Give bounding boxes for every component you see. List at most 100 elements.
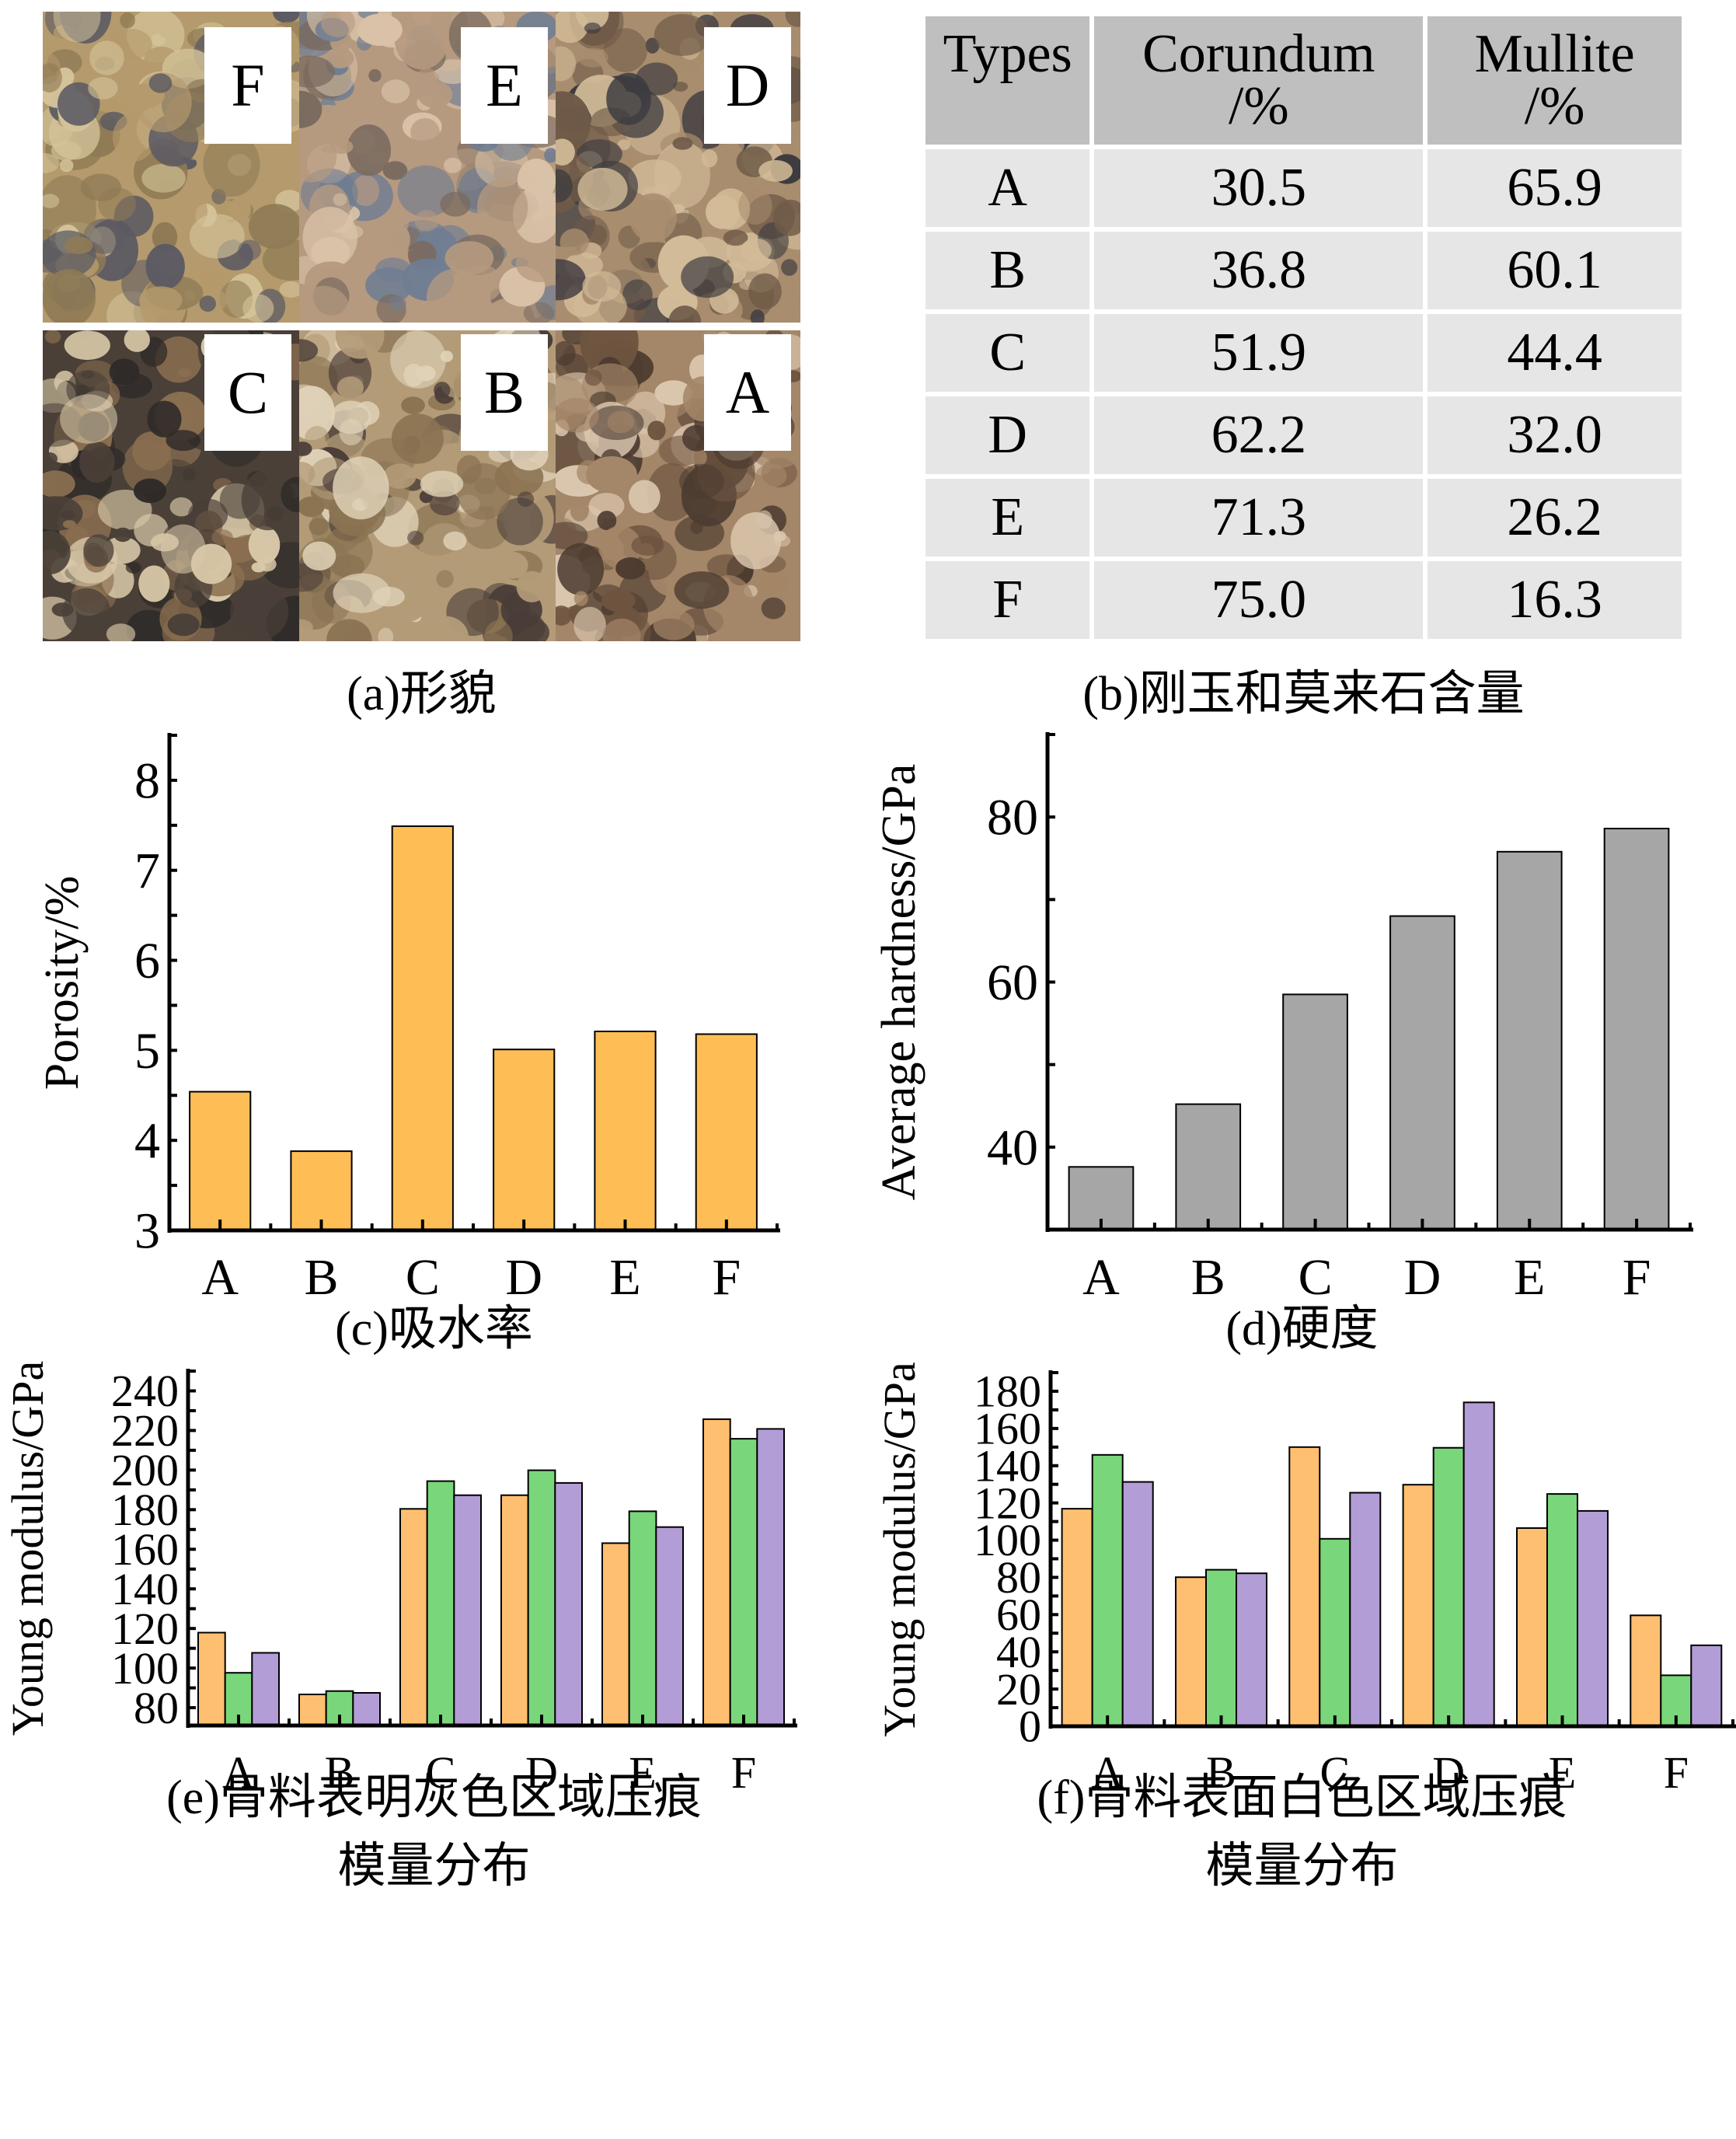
- stone: [161, 524, 206, 574]
- stone: [368, 68, 382, 82]
- bar-a: [189, 1090, 252, 1231]
- stone: [189, 214, 245, 259]
- stone: [148, 73, 173, 93]
- stone: [582, 270, 622, 302]
- stone: [654, 380, 692, 406]
- y-tick-label: 3: [134, 1202, 160, 1259]
- photo-label: F: [204, 27, 291, 144]
- stone: [188, 498, 228, 532]
- cell-corundum: 36.8: [1094, 232, 1424, 309]
- table-row: F 75.0 16.3: [926, 561, 1682, 639]
- stone: [302, 541, 336, 571]
- stone: [62, 588, 111, 637]
- y-tick-label: 8: [134, 752, 160, 809]
- stone: [169, 497, 193, 517]
- stone: [785, 12, 800, 27]
- stone: [636, 62, 678, 96]
- x-ticks: A B C D E F: [1082, 1219, 1692, 1306]
- x-tick-label: C: [426, 1747, 456, 1792]
- stone: [556, 605, 572, 626]
- stone: [211, 529, 233, 546]
- stone: [299, 339, 319, 362]
- y-tick-label: 140: [974, 1440, 1041, 1491]
- stone: [98, 187, 136, 222]
- stone: [320, 12, 356, 37]
- caption-e: (e)骨料表明灰色区域压痕 模量分布: [0, 1768, 868, 1896]
- stone: [241, 469, 295, 531]
- stone: [251, 562, 266, 573]
- stone: [401, 396, 425, 414]
- bar-c-series-1: [1288, 1446, 1321, 1728]
- table-body: A 30.5 65.9 B 36.8 60.1 C 51.9 44.4 D 62.2 32.0 E 71.…: [926, 149, 1682, 639]
- y-tick-label: 180: [111, 1485, 179, 1535]
- stone: [577, 167, 628, 211]
- cell-mullite: 60.1: [1427, 232, 1682, 309]
- bar-c-series-1: [399, 1508, 428, 1727]
- stone: [299, 441, 312, 456]
- stone: [556, 169, 573, 203]
- stone: [124, 330, 150, 352]
- x-tick-label: A: [222, 1747, 255, 1792]
- x-tick-label: A: [201, 1249, 239, 1306]
- stone: [43, 269, 96, 323]
- stone: [60, 394, 118, 444]
- y-tick-label: 40: [987, 1119, 1038, 1176]
- x-tick-label: C: [1299, 1249, 1333, 1306]
- stone: [761, 597, 786, 619]
- stone: [309, 518, 329, 536]
- bar-a-series-3: [251, 1652, 280, 1726]
- stone: [484, 620, 513, 641]
- table-row: A 30.5 65.9: [926, 149, 1682, 227]
- bar-b-series-3: [352, 1692, 381, 1726]
- stone: [299, 127, 337, 183]
- table-row: B 36.8 60.1: [926, 232, 1682, 309]
- bar-d-series-3: [1462, 1401, 1495, 1728]
- stone: [339, 418, 364, 445]
- stone: [628, 159, 682, 197]
- x-tick-label: E: [609, 1249, 640, 1306]
- x-ticks: A B C D E F: [222, 1715, 796, 1792]
- stone: [419, 523, 470, 576]
- stone: [109, 358, 140, 386]
- bar-f-series-1: [702, 1418, 731, 1727]
- stone: [387, 213, 409, 235]
- stone: [43, 470, 75, 497]
- x-tick-label: A: [1082, 1249, 1120, 1306]
- stone: [474, 477, 497, 495]
- stone: [672, 137, 693, 150]
- stone: [420, 470, 464, 497]
- stone: [730, 512, 782, 570]
- x-tick-label: F: [1623, 1249, 1651, 1306]
- stone: [273, 12, 299, 23]
- y-tick-label: 20: [996, 1664, 1041, 1715]
- y-tick-label: 7: [134, 843, 160, 899]
- stone: [357, 13, 403, 46]
- stone: [440, 191, 471, 217]
- stone: [138, 286, 183, 315]
- stone: [238, 239, 262, 261]
- stone: [429, 490, 460, 516]
- x-tick-label: B: [304, 1249, 338, 1306]
- stone: [335, 330, 385, 359]
- porosity-chart: 3 4 5 6 7 8 A B C D E F Porosity/%: [36, 733, 780, 1306]
- stone: [679, 463, 724, 499]
- bar-c: [391, 825, 454, 1231]
- y-tick-label: 100: [111, 1643, 179, 1694]
- bar-f: [695, 1033, 758, 1231]
- x-tick-label: D: [505, 1249, 542, 1306]
- stone: [740, 238, 772, 263]
- stone: [389, 295, 406, 312]
- bar-c: [1282, 993, 1348, 1230]
- table-row: C 51.9 44.4: [926, 314, 1682, 392]
- stone: [299, 619, 313, 636]
- y-axis-label: Average hardness/GPa: [873, 764, 926, 1201]
- stone: [203, 132, 260, 197]
- stone: [576, 12, 609, 30]
- stone: [515, 245, 556, 282]
- stone: [617, 139, 631, 151]
- stone: [584, 369, 602, 386]
- stone: [628, 480, 661, 514]
- y-tick-label: 80: [987, 790, 1038, 846]
- bar-f-series-3: [1690, 1644, 1723, 1727]
